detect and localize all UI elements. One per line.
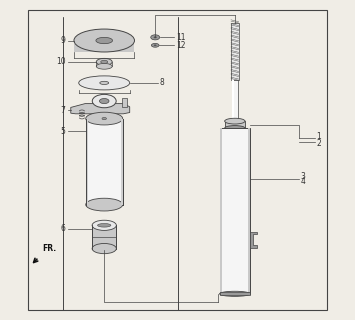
Bar — [74, 44, 135, 52]
Ellipse shape — [225, 125, 245, 131]
Ellipse shape — [154, 36, 157, 38]
Text: 10: 10 — [56, 57, 65, 66]
Ellipse shape — [151, 44, 159, 47]
Ellipse shape — [98, 224, 111, 227]
Text: 7: 7 — [60, 106, 65, 115]
Text: 9: 9 — [60, 36, 65, 45]
Ellipse shape — [79, 76, 130, 90]
Bar — [86, 119, 88, 204]
Ellipse shape — [96, 63, 112, 69]
Bar — [232, 80, 238, 122]
Ellipse shape — [225, 118, 245, 124]
Ellipse shape — [100, 81, 109, 84]
Ellipse shape — [154, 44, 157, 46]
Bar — [122, 98, 127, 108]
Ellipse shape — [86, 112, 123, 125]
Ellipse shape — [96, 58, 112, 65]
Text: 12: 12 — [176, 41, 185, 50]
Bar — [231, 23, 239, 80]
Text: 3: 3 — [300, 172, 305, 181]
Bar — [219, 128, 222, 294]
Ellipse shape — [86, 198, 123, 211]
Ellipse shape — [101, 60, 108, 63]
FancyBboxPatch shape — [225, 121, 245, 128]
Bar — [248, 128, 250, 294]
Bar — [92, 225, 116, 249]
Polygon shape — [250, 232, 257, 248]
Ellipse shape — [151, 35, 160, 40]
Polygon shape — [71, 104, 130, 114]
Ellipse shape — [102, 117, 106, 120]
Ellipse shape — [92, 244, 116, 254]
Ellipse shape — [96, 37, 113, 44]
Bar — [121, 119, 123, 204]
Ellipse shape — [74, 29, 135, 52]
Ellipse shape — [92, 220, 116, 230]
Ellipse shape — [92, 94, 116, 108]
Text: 2: 2 — [316, 139, 321, 148]
Bar — [219, 128, 250, 294]
Text: FR.: FR. — [43, 244, 57, 253]
Bar — [219, 292, 250, 295]
Ellipse shape — [219, 291, 250, 296]
Text: 8: 8 — [160, 78, 165, 87]
Bar — [232, 80, 234, 122]
Ellipse shape — [99, 99, 109, 104]
Text: 11: 11 — [176, 33, 185, 42]
Text: 1: 1 — [316, 132, 321, 141]
Text: 4: 4 — [300, 177, 305, 186]
Text: 5: 5 — [60, 127, 65, 136]
Bar — [86, 119, 123, 204]
Text: 6: 6 — [60, 224, 65, 233]
